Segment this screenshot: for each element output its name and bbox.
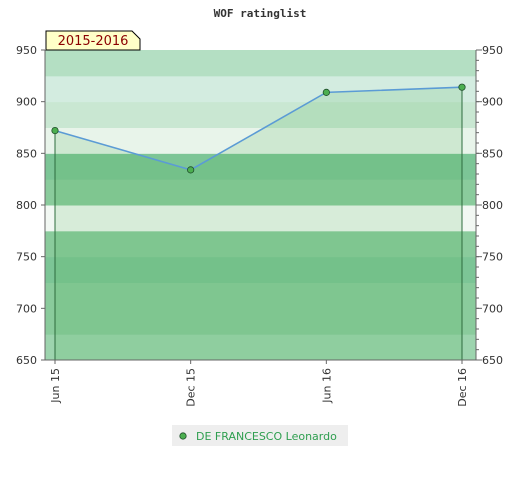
y-tick-label-right: 700 <box>482 302 503 315</box>
background-band <box>45 308 476 335</box>
x-tick-label: Dec 15 <box>185 368 198 407</box>
background-band <box>45 205 476 232</box>
legend-series-label[interactable]: DE FRANCESCO Leonardo <box>196 430 337 443</box>
background-band <box>45 101 476 128</box>
x-tick-label: Dec 16 <box>456 368 469 407</box>
data-point[interactable] <box>458 83 466 91</box>
background-band <box>45 153 476 180</box>
legend[interactable]: DE FRANCESCO Leonardo <box>172 425 348 446</box>
season-badge: 2015-2016 <box>45 30 141 51</box>
y-tick-label-right: 650 <box>482 354 503 367</box>
legend-box <box>172 425 348 446</box>
y-tick-label-left: 800 <box>16 199 37 212</box>
background-band <box>45 179 476 206</box>
data-point[interactable] <box>51 127 59 135</box>
y-tick-label-right: 850 <box>482 147 503 160</box>
x-tick-label: Jun 15 <box>49 368 62 404</box>
y-tick-label-right: 800 <box>482 199 503 212</box>
background-band <box>45 256 476 283</box>
series-area <box>55 87 462 360</box>
background-band <box>45 282 476 309</box>
background-band <box>45 334 476 361</box>
chart-title: WOF ratinglist <box>214 7 307 20</box>
x-axis-ticks: Jun 15 Dec 15 Jun 16 Dec 16 <box>49 368 469 407</box>
y-tick-label-left: 950 <box>16 44 37 57</box>
y-tick-label-left: 900 <box>16 96 37 109</box>
area-layer <box>54 87 463 360</box>
background-band <box>45 127 476 154</box>
y-tick-label-left: 650 <box>16 354 37 367</box>
legend-marker <box>179 432 187 440</box>
season-badge-box <box>45 30 141 51</box>
series-layer <box>51 83 466 174</box>
y-tick-label-left: 850 <box>16 147 37 160</box>
background-bands <box>45 50 476 361</box>
data-point[interactable] <box>322 88 330 96</box>
background-band <box>45 50 476 77</box>
y-axis-left-ticks: 650 700 750 800 850 900 950 <box>16 44 37 367</box>
y-tick-label-left: 700 <box>16 302 37 315</box>
y-axis-right-ticks: 650 700 750 800 850 900 950 <box>482 44 503 367</box>
y-tick-label-right: 900 <box>482 96 503 109</box>
axes <box>41 49 482 364</box>
y-tick-label-right: 750 <box>482 251 503 264</box>
series-line <box>54 86 463 171</box>
data-point[interactable] <box>187 166 195 174</box>
season-label: 2015-2016 <box>58 34 129 49</box>
y-tick-label-left: 750 <box>16 251 37 264</box>
y-tick-label-right: 950 <box>482 44 503 57</box>
x-tick-label: Jun 16 <box>320 368 333 404</box>
background-band <box>45 230 476 258</box>
